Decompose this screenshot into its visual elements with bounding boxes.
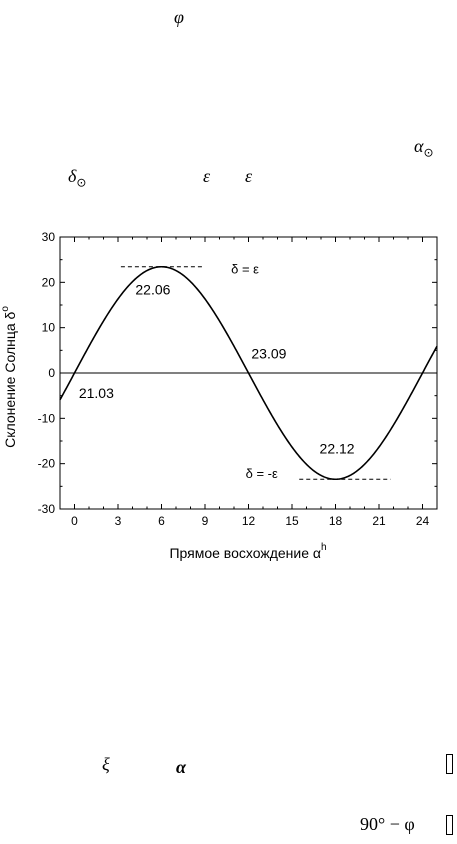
right-margin-box-2: [446, 815, 453, 835]
x-axis-label-sup: h: [321, 542, 327, 553]
declination-curve: [59, 265, 438, 481]
delta-sun-letter: δ: [68, 166, 77, 186]
alpha-symbol: α: [176, 757, 186, 777]
y-tick-label: 30: [42, 230, 56, 244]
y-axis-label-text: Склонение Солнца δ: [2, 311, 18, 447]
x-tick-label: 12: [242, 514, 256, 528]
y-tick-label: 20: [42, 275, 56, 289]
x-tick-label: 15: [285, 514, 299, 528]
alpha-sun-subscript: ⊙: [423, 145, 434, 160]
x-tick-label: 21: [372, 514, 386, 528]
chart-annotations: δ = ε δ = -ε 21.03 22.06 23.09 22.12: [79, 261, 391, 481]
y-tick-label: 10: [42, 321, 56, 335]
ninety-minus-phi-expression: 90° − φ: [360, 814, 415, 834]
y-tick-label: -20: [38, 457, 56, 471]
x-axis-label-text: Прямое восхождение α: [169, 545, 321, 561]
x-tick-label: 24: [416, 514, 430, 528]
chart-series: [59, 265, 438, 481]
x-tick-label: 0: [71, 514, 78, 528]
date-label: 22.06: [135, 282, 170, 298]
x-axis-label: Прямое восхождение αh: [169, 542, 326, 561]
reference-line-label: δ = -ε: [246, 466, 278, 481]
date-label: 21.03: [79, 385, 114, 401]
y-tick-label: -30: [38, 502, 56, 516]
y-axis-label-sup: o: [0, 306, 11, 312]
delta-sun-subscript: ⊙: [76, 175, 87, 190]
epsilon-symbol-1: ε: [203, 166, 211, 186]
y-tick-label: -10: [38, 411, 56, 425]
y-tick-label: 0: [48, 366, 55, 380]
chart-axes: 0 3 6 9 12 15 18 21 24 -30 -20 -10 0 10 20 30: [38, 230, 438, 528]
date-label: 22.12: [320, 441, 355, 457]
reference-line-label: δ = ε: [231, 261, 259, 276]
delta-sun-symbol: δ⊙: [68, 167, 86, 189]
alpha-sun-letter: α: [414, 136, 424, 156]
phi-symbol: φ: [174, 7, 184, 27]
y-axis-label: Склонение Солнца δo: [0, 306, 18, 448]
x-tick-label: 9: [202, 514, 209, 528]
right-margin-box-1: [446, 754, 453, 774]
date-label: 23.09: [251, 345, 286, 361]
x-tick-label: 3: [115, 514, 122, 528]
xi-symbol: ξ: [102, 754, 110, 774]
epsilon-symbol-2: ε: [245, 166, 253, 186]
x-tick-label: 6: [158, 514, 165, 528]
x-tick-label: 18: [329, 514, 343, 528]
alpha-sun-symbol: α⊙: [414, 137, 434, 159]
